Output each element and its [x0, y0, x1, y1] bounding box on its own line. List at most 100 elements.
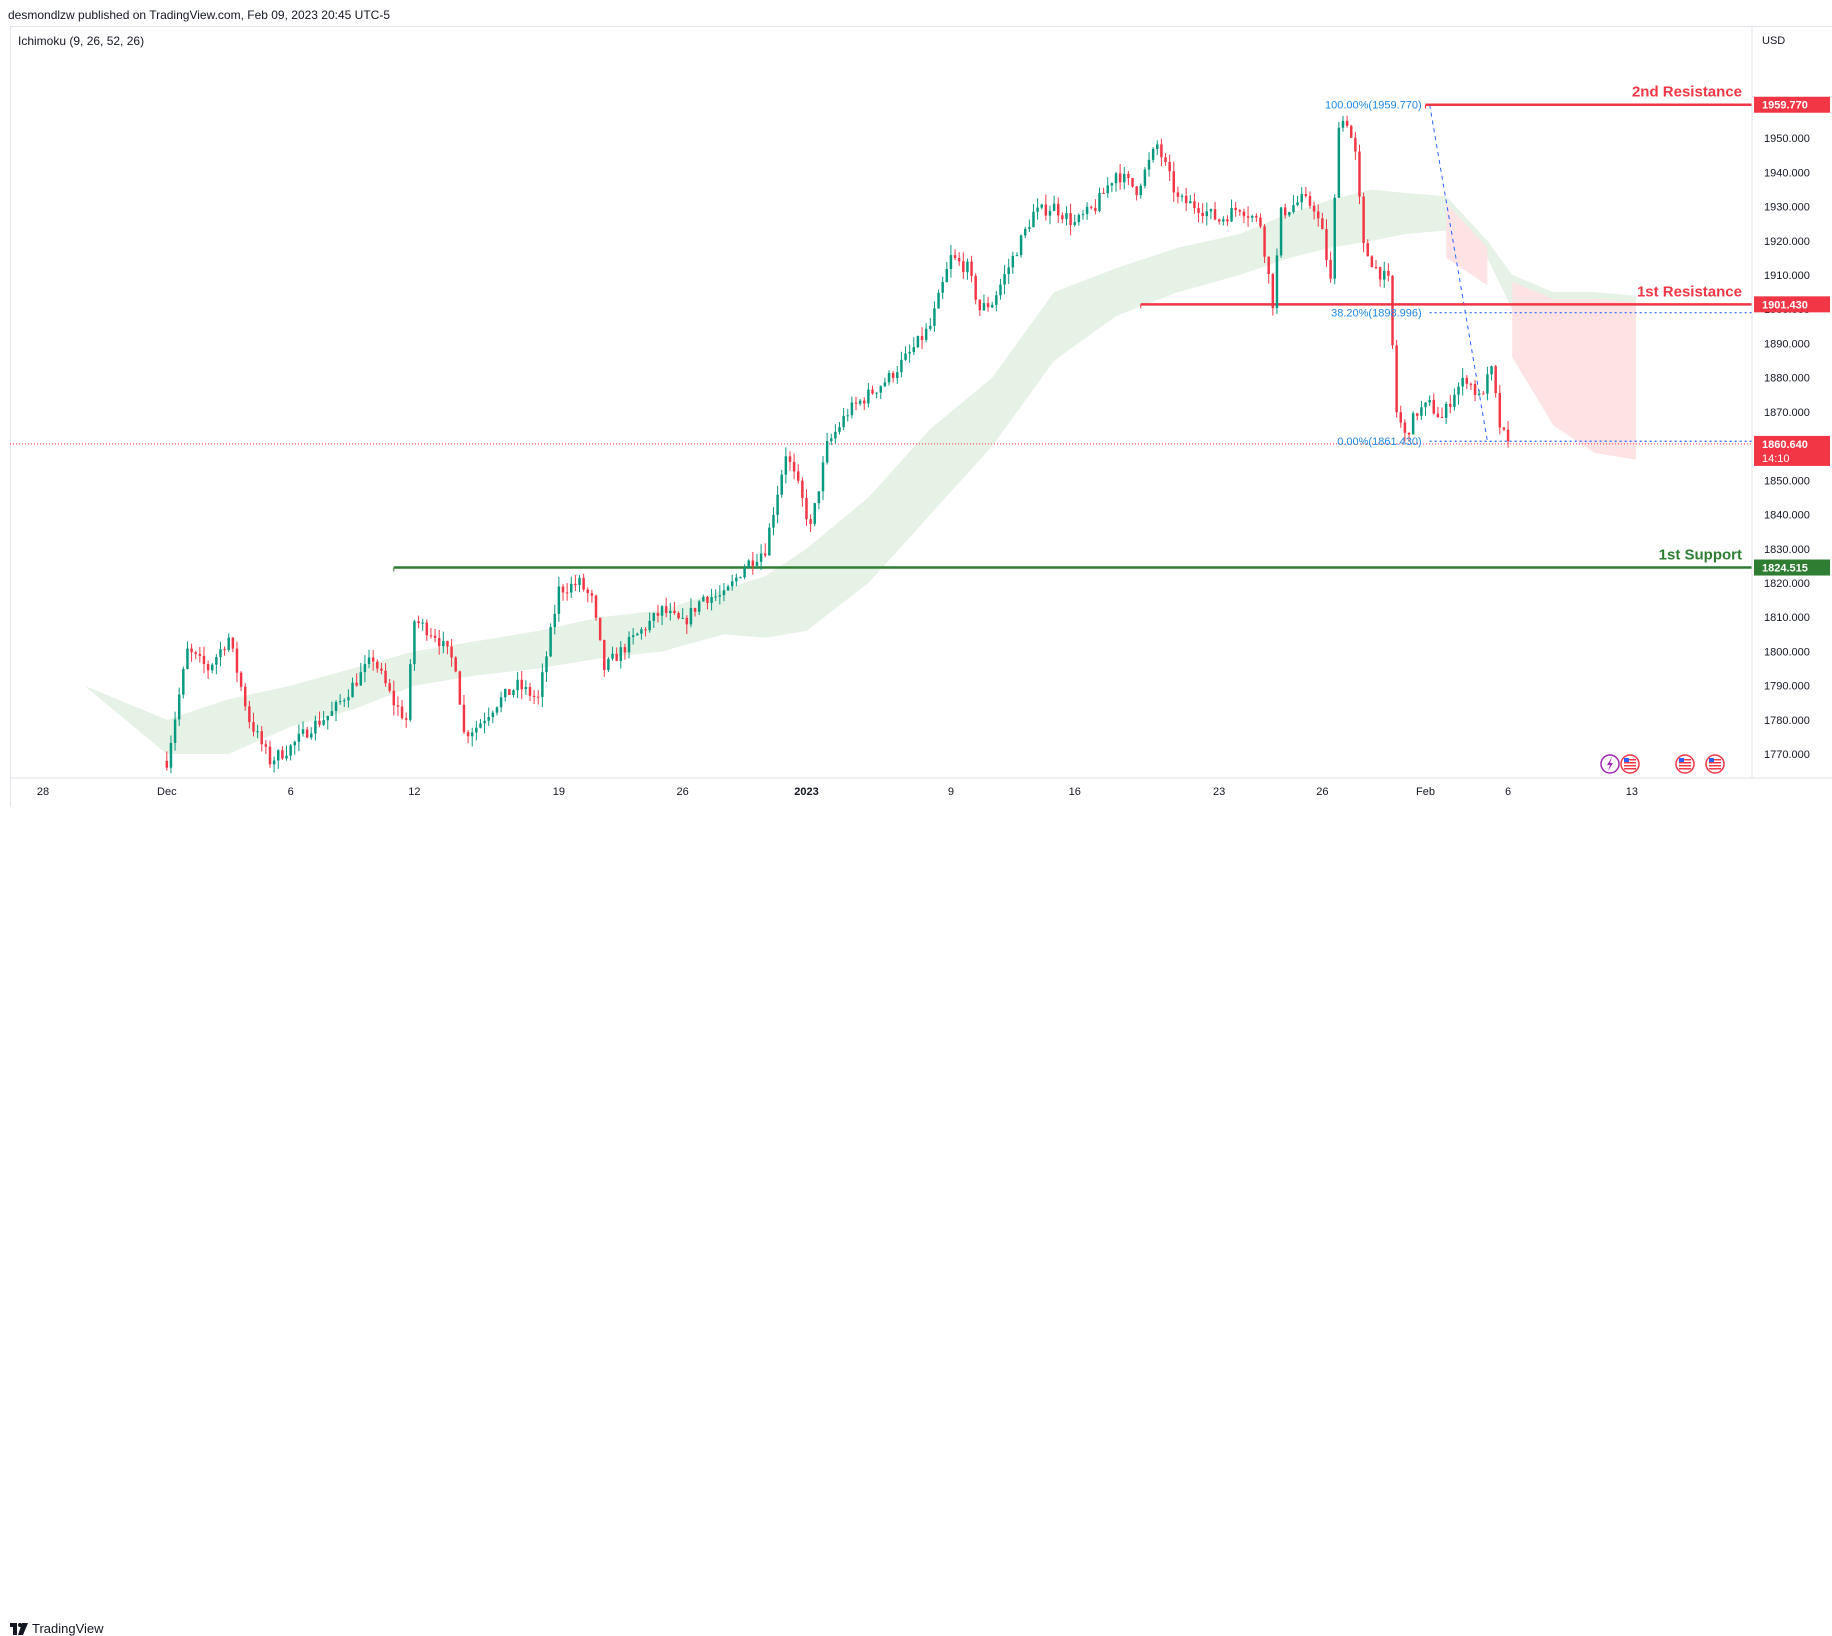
time-tick: 12 [408, 786, 420, 798]
candle [1333, 194, 1336, 285]
candle [561, 584, 565, 601]
time-tick: Feb [1416, 786, 1435, 798]
candle [986, 296, 990, 312]
price-tick: 1940.000 [1764, 167, 1810, 179]
candle [970, 255, 973, 283]
candle [1502, 427, 1506, 432]
candle [1403, 419, 1407, 442]
us-flag-icon[interactable] [1675, 754, 1695, 774]
price-tick: 1810.000 [1764, 612, 1810, 624]
candle [957, 252, 961, 266]
resistance-label: 1st Resistance [1637, 283, 1742, 300]
candle [1461, 368, 1464, 396]
candle [1436, 406, 1440, 418]
candle [1230, 199, 1233, 223]
candle [206, 660, 210, 679]
candle [652, 612, 656, 628]
candle [1279, 206, 1283, 258]
candle [788, 451, 792, 471]
candle [1201, 203, 1204, 223]
candle [1019, 234, 1023, 258]
candle [735, 573, 738, 587]
candle [186, 641, 189, 670]
candle [409, 659, 412, 722]
candle [1044, 194, 1048, 221]
candle [173, 711, 177, 751]
candle [1283, 203, 1287, 219]
cloud-bearish [1512, 281, 1636, 460]
candle [182, 666, 185, 699]
candle [1362, 192, 1365, 253]
candle [825, 432, 829, 465]
price-tick: 1930.000 [1764, 202, 1810, 214]
candle [421, 618, 424, 631]
candle [929, 317, 932, 331]
candle [1180, 193, 1184, 202]
candle [1234, 202, 1237, 217]
candle [768, 523, 771, 556]
candle [730, 574, 734, 591]
price-tick: 1840.000 [1764, 510, 1810, 522]
candle [974, 273, 977, 305]
svg-text:1824.515: 1824.515 [1762, 563, 1808, 575]
candle [285, 745, 288, 761]
price-axis[interactable]: USD 1770.000 1780.000 1790.000 1800.000 1810.… [10, 26, 1832, 779]
fib-trend-line[interactable] [1429, 104, 1488, 442]
price-chart[interactable]: 2nd Resistance 1st Resistance 1st Support 1… [0, 0, 1832, 806]
candle [792, 453, 796, 480]
candle [718, 585, 722, 605]
candle [1156, 140, 1159, 156]
candle [454, 656, 457, 673]
candle [1378, 266, 1382, 287]
candle [685, 615, 689, 635]
time-tick: 28 [37, 786, 49, 798]
candle [933, 301, 936, 332]
candle [343, 698, 346, 707]
economic-events[interactable] [1600, 754, 1725, 774]
candle [896, 365, 899, 385]
candle [239, 670, 243, 691]
resistance-label: 2nd Resistance [1632, 84, 1742, 101]
candle [388, 678, 391, 693]
candle [941, 276, 944, 300]
candle [1428, 395, 1431, 407]
time-axis[interactable]: 28 Dec 6 12 19 26 2023 9 16 23 26 Feb 6 13 [37, 786, 1638, 798]
us-flag-icon[interactable] [1705, 754, 1725, 774]
candle [891, 370, 895, 383]
candle [1242, 208, 1246, 224]
candle [553, 604, 556, 635]
candle [644, 627, 647, 637]
indicator-label[interactable]: Ichimoku (9, 26, 52, 26) [18, 34, 145, 48]
candle [1440, 407, 1444, 419]
candle [1213, 201, 1217, 221]
lightning-icon[interactable] [1600, 754, 1620, 774]
us-flag-icon[interactable] [1620, 754, 1640, 774]
ichimoku-cloud [84, 189, 1636, 754]
candle [1139, 183, 1143, 199]
candle [834, 424, 837, 444]
candle [1337, 121, 1341, 198]
candle [1416, 412, 1419, 421]
price-tick: 1880.000 [1764, 373, 1810, 385]
candle [1316, 204, 1320, 227]
candle [1420, 400, 1423, 421]
candle [875, 392, 878, 399]
candle [549, 623, 552, 658]
candle [322, 711, 325, 727]
candle [417, 615, 420, 629]
candle [425, 619, 429, 641]
candle [491, 710, 495, 724]
candle [202, 646, 206, 674]
fib-label: 38.20%(1898.996) [1331, 308, 1422, 320]
candle [623, 643, 627, 660]
candle [1329, 251, 1332, 283]
candle [809, 514, 812, 533]
candle [611, 646, 614, 661]
price-tick: 1870.000 [1764, 407, 1810, 419]
candle [1304, 186, 1308, 198]
candle [1370, 255, 1374, 268]
time-tick: 6 [1505, 786, 1511, 798]
candle [281, 746, 284, 761]
candle [252, 712, 255, 737]
candle [1263, 224, 1266, 264]
